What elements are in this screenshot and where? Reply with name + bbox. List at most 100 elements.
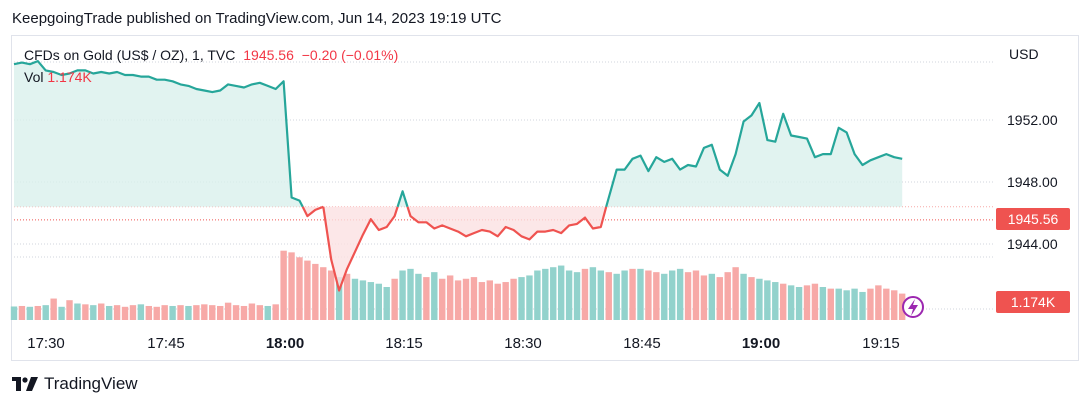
up-line [396, 190, 409, 208]
time-tick: 18:15 [385, 335, 423, 352]
volume-bar [98, 303, 105, 320]
volume-bar [613, 273, 620, 320]
volume-bar [359, 280, 367, 320]
volume-bar [851, 288, 858, 320]
price-tick: 1952.00 [1007, 112, 1058, 128]
volume-bar [26, 306, 34, 320]
volume-bar [50, 298, 57, 320]
volume-bar [34, 305, 41, 320]
last-price: 1945.56 [243, 47, 294, 63]
volume-bar [740, 273, 747, 320]
price-lines [13, 60, 903, 292]
volume-bar [201, 304, 208, 320]
down-line [322, 206, 399, 292]
chart-frame[interactable] [11, 35, 1079, 361]
volume-bar [82, 304, 89, 320]
volume-bar [129, 305, 137, 320]
volume-bar [232, 305, 240, 320]
time-tick: 17:30 [27, 335, 65, 352]
volume-bar [589, 267, 597, 320]
currency-label: USD [1009, 46, 1039, 62]
volume-bar [692, 270, 700, 320]
volume-bar [772, 282, 779, 320]
volume-bar [494, 283, 501, 320]
volume-bar [653, 272, 660, 320]
volume-bar [439, 278, 446, 320]
publish-info: KeepgoingTrade published on TradingView.… [12, 10, 502, 27]
volume-bar [542, 268, 549, 320]
time-tick: 17:45 [147, 335, 185, 352]
volume-bar [708, 273, 716, 320]
volume-bar [700, 275, 708, 320]
up-area [606, 103, 903, 207]
volume-bar [565, 270, 573, 320]
volume-bar [748, 277, 755, 320]
volume-value: 1.174K [47, 69, 92, 85]
volume-bar [145, 305, 153, 320]
volume-bar [351, 278, 359, 320]
volume-bar [478, 282, 486, 320]
volume-bar [676, 268, 684, 320]
volume-bar [811, 283, 819, 320]
volume-bar [216, 305, 224, 320]
volume-bar [10, 306, 18, 320]
volume-bar [335, 277, 343, 320]
price-tick: 1948.00 [1007, 174, 1058, 190]
volume-bar [883, 288, 890, 320]
time-tick: 18:00 [265, 335, 305, 352]
symbol-legend: CFDs on Gold (US$ / OZ), 1, TVC 1945.56 … [24, 47, 402, 63]
volume-bar [764, 280, 771, 320]
volume-bar [90, 305, 97, 320]
volume-bar [272, 304, 279, 320]
volume-bar [18, 305, 26, 320]
volume-bar [859, 291, 866, 320]
volume-bar [573, 272, 581, 320]
up-line [13, 60, 304, 208]
flash-icon [902, 296, 924, 318]
volume-bar [137, 304, 145, 320]
volume-bar [557, 265, 565, 320]
volume-bar [867, 288, 874, 320]
price-change: −0.20 (−0.01%) [301, 47, 399, 63]
volume-bar [328, 270, 335, 320]
volume-bar [819, 287, 827, 320]
volume-legend: Vol 1.174K [24, 69, 92, 85]
volume-bar [169, 305, 176, 320]
volume-bar [780, 283, 787, 320]
volume-bar [724, 272, 731, 320]
volume-bar [803, 285, 811, 320]
volume-bar [121, 306, 129, 320]
volume-bar [526, 275, 533, 320]
down-line [406, 206, 608, 241]
volume-bar [637, 268, 644, 320]
volume-bar [399, 270, 406, 320]
up-area [14, 61, 303, 207]
volume-bar [502, 282, 509, 320]
volume-bar [42, 305, 49, 320]
volume-bar [224, 302, 232, 320]
volume-bar [280, 250, 287, 320]
price-tick: 1944.00 [1007, 236, 1058, 252]
last-price-tag: 1945.56 [996, 208, 1070, 230]
volume-bar [732, 267, 739, 320]
volume-bar [716, 277, 723, 320]
volume-bar [534, 270, 541, 320]
volume-bar [161, 305, 168, 320]
volume-bar [462, 278, 470, 320]
volume-bar [875, 285, 882, 320]
volume-bar [74, 303, 81, 320]
volume-bar [383, 287, 390, 320]
volume-bar [240, 305, 248, 320]
tradingview-brand[interactable]: TradingView [12, 374, 138, 394]
volume-bar [621, 270, 628, 320]
volume-bar [470, 277, 478, 320]
volume-bar [423, 277, 430, 320]
volume-bar [256, 305, 264, 320]
down-area [323, 206, 398, 291]
volume-bar [153, 306, 160, 320]
volume-bar [597, 270, 605, 320]
volume-bar [431, 272, 438, 320]
volume-bar [510, 278, 517, 320]
volume-bar [795, 287, 803, 320]
